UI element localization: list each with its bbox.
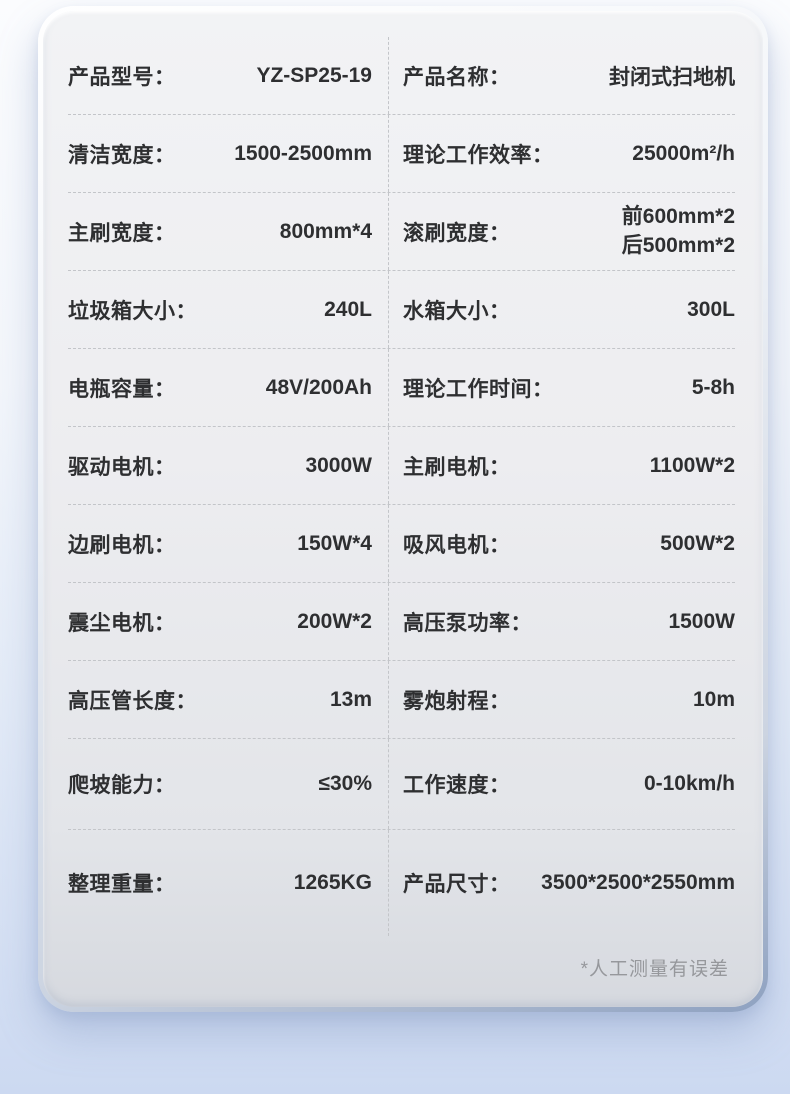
spec-value: 13m	[329, 687, 372, 711]
spec-value: 300L	[687, 297, 735, 321]
spec-row-bin-tank: 垃圾箱大小： 240L 水箱大小： 300L	[68, 271, 735, 349]
spec-row-brush-width: 主刷宽度： 800mm*4 滚刷宽度： 前600mm*2 后500mm*2	[68, 193, 735, 271]
spec-cell: 边刷电机： 150W*4	[68, 505, 388, 582]
spec-label: 产品名称：	[403, 65, 511, 89]
spec-cell: 工作速度： 0-10km/h	[388, 739, 735, 829]
spec-cell: 吸风电机： 500W*2	[388, 505, 735, 582]
spec-cell: 整理重量： 1265KG	[68, 830, 388, 936]
spec-label: 滚刷宽度：	[403, 221, 511, 245]
spec-cell: 高压泵功率： 1500W	[388, 583, 735, 660]
product-spec-card: 产品型号： YZ-SP25-19 产品名称： 封闭式扫地机 清洁宽度： 1500…	[43, 11, 763, 1007]
spec-value: 前600mm*2 后500mm*2	[622, 203, 735, 260]
measurement-disclaimer: *人工测量有误差	[580, 959, 729, 980]
spec-cell: 产品型号： YZ-SP25-19	[68, 37, 388, 114]
spec-label: 驱动电机：	[68, 455, 176, 479]
spec-value: 3000W	[305, 453, 372, 477]
spec-cell: 产品尺寸： 3500*2500*2550mm	[388, 830, 735, 936]
spec-value: 10m	[692, 687, 735, 711]
spec-row-model-name: 产品型号： YZ-SP25-19 产品名称： 封闭式扫地机	[68, 37, 735, 115]
spec-value: 5-8h	[691, 375, 735, 399]
spec-cell: 震尘电机： 200W*2	[68, 583, 388, 660]
spec-value: YZ-SP25-19	[256, 63, 372, 87]
spec-label: 爬坡能力：	[68, 774, 176, 797]
spec-label: 整理重量：	[68, 873, 176, 896]
spec-value-line2: 后500mm*2	[621, 233, 735, 257]
spec-cell: 产品名称： 封闭式扫地机	[388, 37, 735, 114]
spec-label: 边刷电机：	[68, 533, 176, 557]
spec-value: ≤30%	[318, 772, 372, 795]
spec-value: 1500W	[668, 609, 735, 633]
spec-cell: 主刷宽度： 800mm*4	[68, 193, 388, 270]
spec-value-line1: 前600mm*2	[621, 205, 735, 229]
spec-value: 240L	[324, 297, 372, 321]
spec-cell: 水箱大小： 300L	[388, 271, 735, 348]
spec-label: 水箱大小：	[403, 299, 511, 323]
spec-value: 封闭式扫地机	[609, 65, 735, 89]
spec-value: 500W*2	[660, 531, 735, 555]
spec-row-sidebrush-suction-motor: 边刷电机： 150W*4 吸风电机： 500W*2	[68, 505, 735, 583]
spec-label: 理论工作效率：	[403, 143, 554, 167]
spec-value: 800mm*4	[279, 219, 372, 243]
spec-cell: 滚刷宽度： 前600mm*2 后500mm*2	[388, 193, 735, 270]
spec-value: 0-10km/h	[643, 772, 735, 795]
spec-cell: 理论工作时间： 5-8h	[388, 349, 735, 426]
spec-value: 1500-2500mm	[234, 141, 372, 165]
spec-value: 3500*2500*2550mm	[541, 871, 735, 894]
spec-row-dust-motor-pump: 震尘电机： 200W*2 高压泵功率： 1500W	[68, 583, 735, 661]
spec-cell: 电瓶容量： 48V/200Ah	[68, 349, 388, 426]
spec-cell: 高压管长度： 13m	[68, 661, 388, 738]
spec-cell: 驱动电机： 3000W	[68, 427, 388, 504]
spec-label: 震尘电机：	[68, 611, 176, 635]
spec-row-battery-worktime: 电瓶容量： 48V/200Ah 理论工作时间： 5-8h	[68, 349, 735, 427]
spec-row-drive-mainbrush-motor: 驱动电机： 3000W 主刷电机： 1100W*2	[68, 427, 735, 505]
spec-cell: 爬坡能力： ≤30%	[68, 739, 388, 829]
spec-cell: 理论工作效率： 25000m²/h	[388, 115, 735, 192]
spec-label: 雾炮射程：	[403, 689, 511, 713]
spec-label: 高压管长度：	[68, 689, 197, 713]
spec-label: 高压泵功率：	[403, 611, 532, 635]
spec-cell: 垃圾箱大小： 240L	[68, 271, 388, 348]
spec-label: 理论工作时间：	[403, 377, 554, 401]
spec-value: 25000m²/h	[632, 141, 735, 165]
spec-label: 工作速度：	[403, 774, 511, 797]
spec-value: 150W*4	[297, 531, 372, 555]
spec-value: 200W*2	[297, 609, 372, 633]
spec-row-weight-dimensions: 整理重量： 1265KG 产品尺寸： 3500*2500*2550mm	[68, 830, 735, 936]
spec-label: 垃圾箱大小：	[68, 299, 197, 323]
spec-label: 电瓶容量：	[68, 377, 176, 401]
spec-cell: 清洁宽度： 1500-2500mm	[68, 115, 388, 192]
spec-label: 吸风电机：	[403, 533, 511, 557]
spec-value: 1265KG	[293, 871, 372, 894]
spec-label: 产品尺寸：	[403, 873, 511, 896]
spec-card-rim: 产品型号： YZ-SP25-19 产品名称： 封闭式扫地机 清洁宽度： 1500…	[38, 6, 768, 1012]
spec-label: 清洁宽度：	[68, 143, 176, 167]
spec-value: 1100W*2	[649, 453, 735, 477]
spec-cell: 主刷电机： 1100W*2	[388, 427, 735, 504]
spec-row-clean-width-efficiency: 清洁宽度： 1500-2500mm 理论工作效率： 25000m²/h	[68, 115, 735, 193]
spec-label: 产品型号：	[68, 65, 176, 89]
spec-label: 主刷电机：	[403, 455, 511, 479]
spec-value: 48V/200Ah	[265, 375, 372, 399]
spec-table: 产品型号： YZ-SP25-19 产品名称： 封闭式扫地机 清洁宽度： 1500…	[43, 11, 763, 936]
spec-row-climb-speed: 爬坡能力： ≤30% 工作速度： 0-10km/h	[68, 739, 735, 830]
spec-row-hose-fogcannon: 高压管长度： 13m 雾炮射程： 10m	[68, 661, 735, 739]
spec-label: 主刷宽度：	[68, 221, 176, 245]
spec-cell: 雾炮射程： 10m	[388, 661, 735, 738]
